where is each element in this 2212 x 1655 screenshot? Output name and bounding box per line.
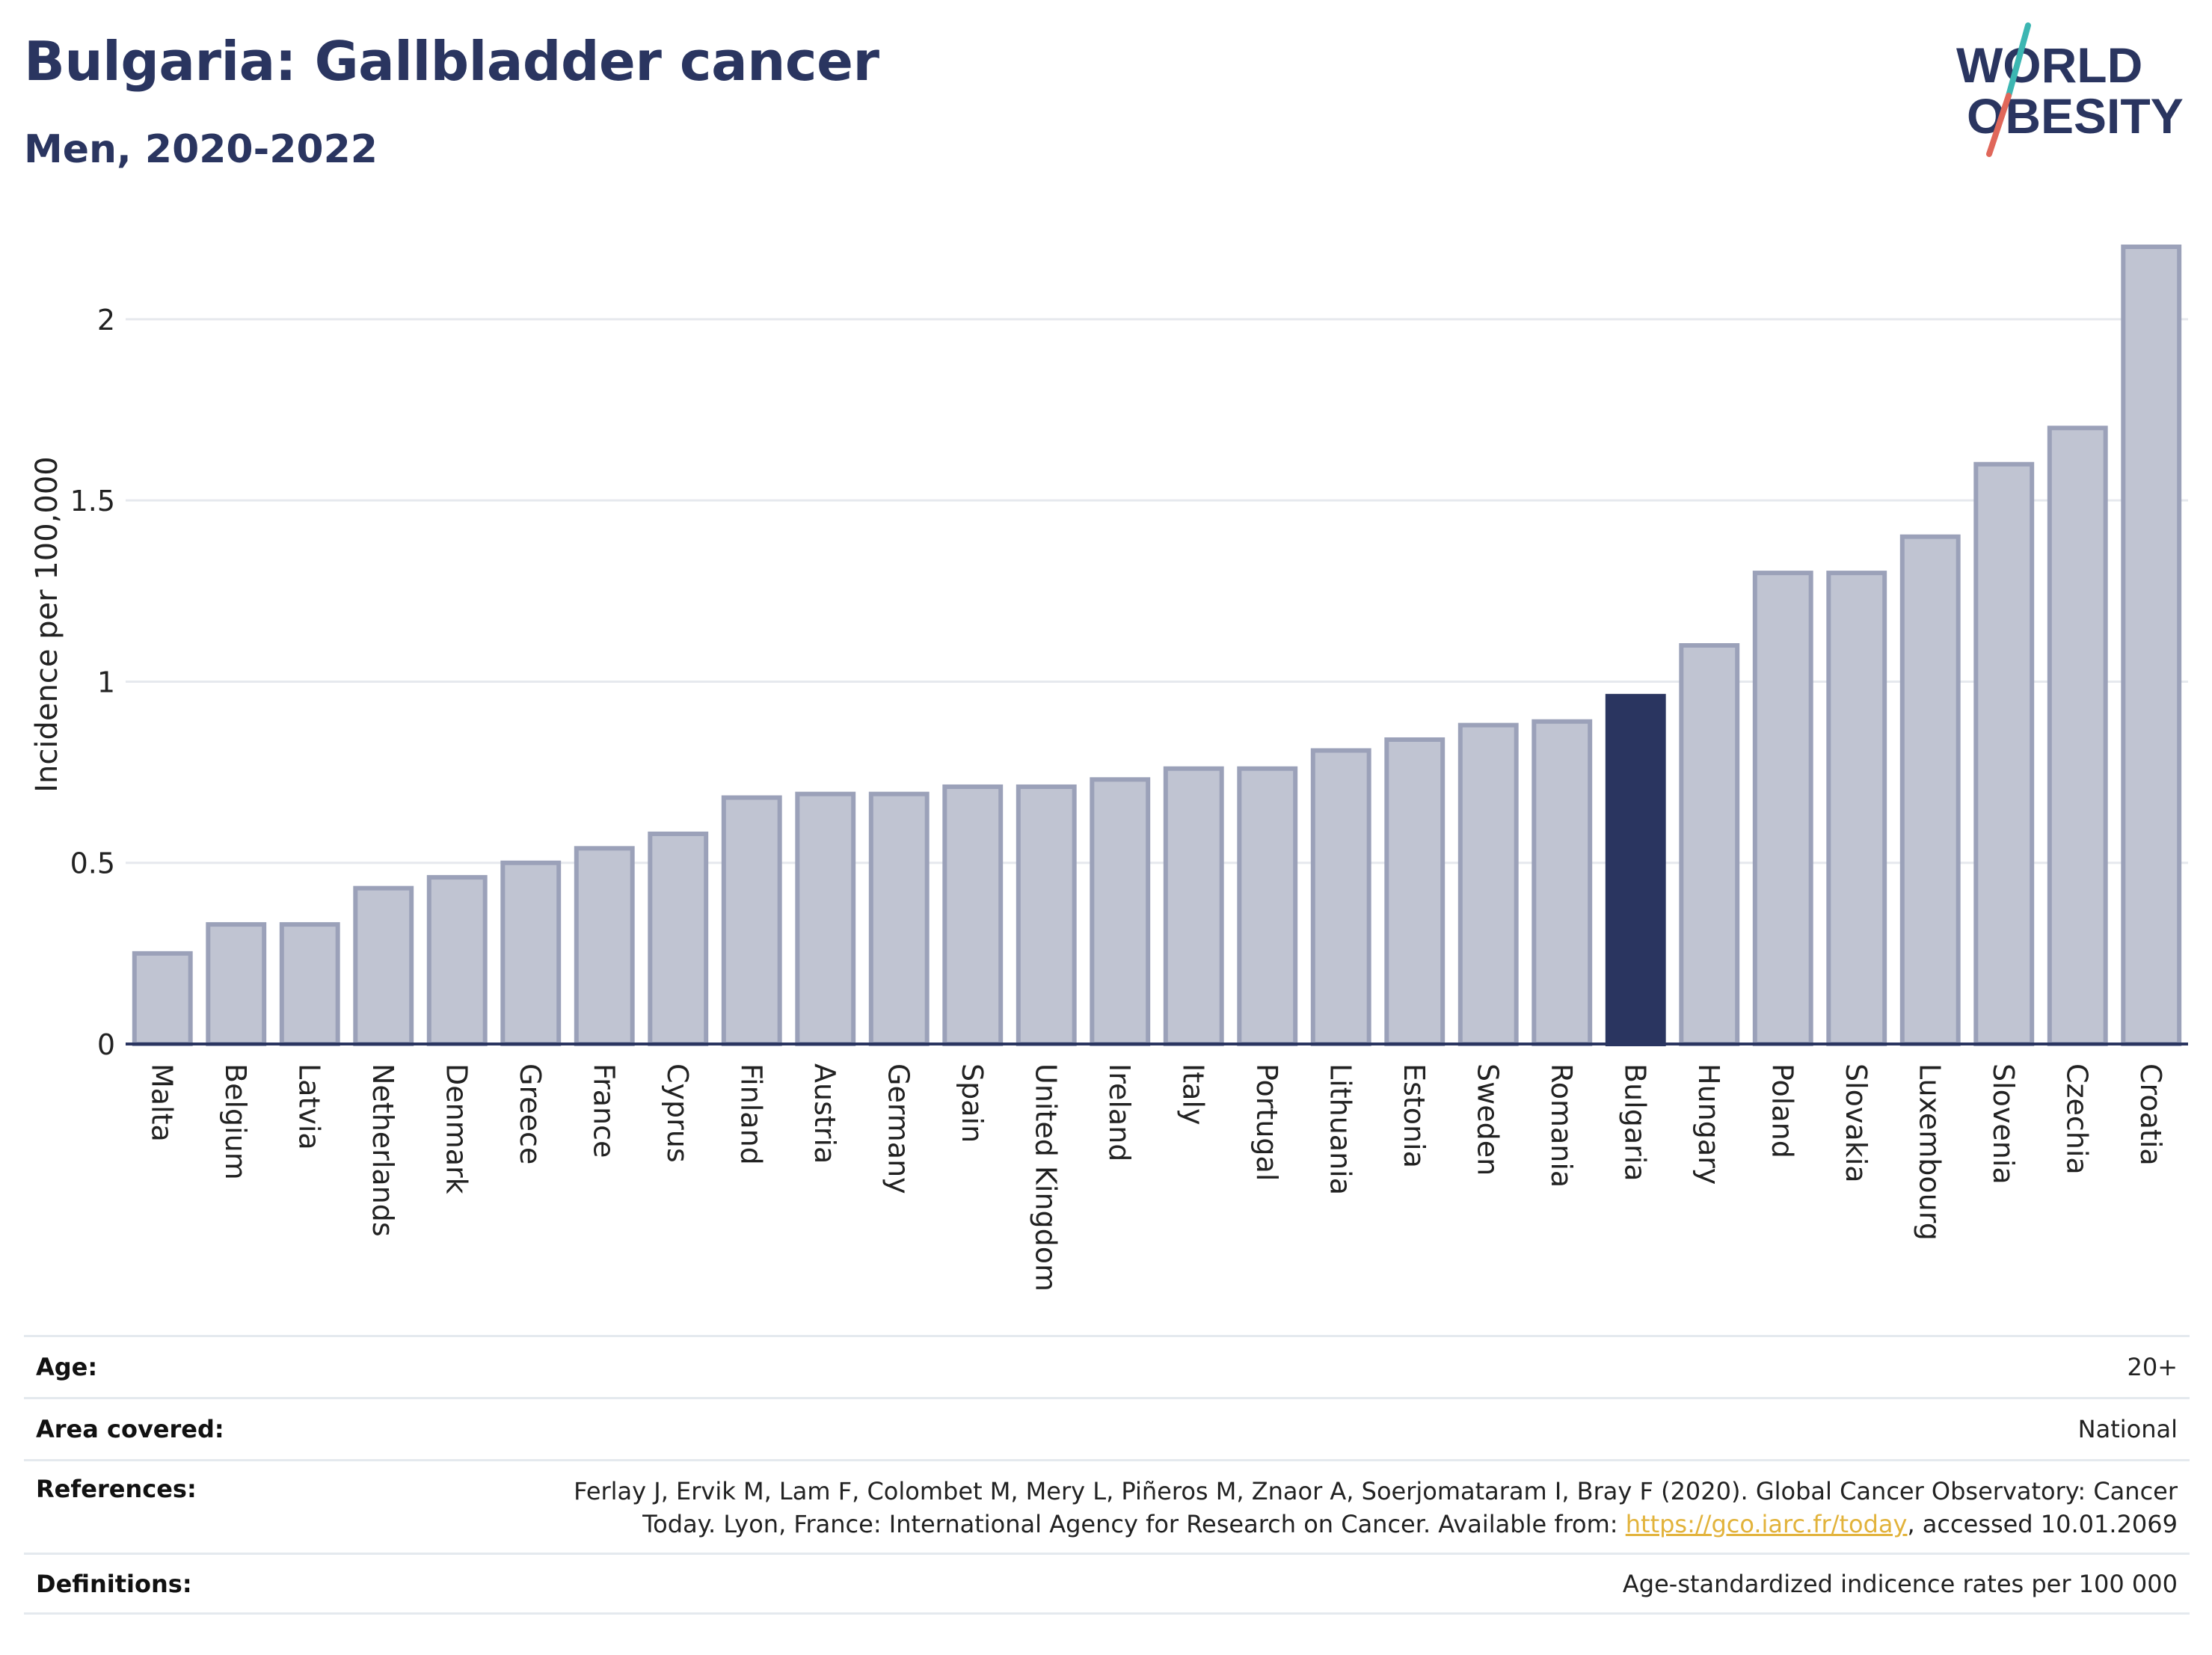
references-value: Ferlay J, Ervik M, Lam F, Colombet M, Me…: [574, 1475, 2178, 1541]
x-tick-label: Czechia: [2060, 1063, 2093, 1175]
bar-cyprus: [648, 831, 709, 1046]
x-tick-label: Hungary: [1692, 1063, 1725, 1185]
bar-france: [574, 846, 635, 1046]
x-tick-label: Italy: [1176, 1063, 1209, 1125]
meta-row-definitions: Definitions: Age-standardized indicence …: [24, 1553, 2190, 1615]
definitions-label: Definitions:: [36, 1569, 192, 1598]
bar-belgium: [206, 922, 267, 1046]
bar-austria: [795, 791, 856, 1047]
x-tick-label: Sweden: [1471, 1063, 1504, 1176]
bar-estonia: [1384, 737, 1446, 1046]
metadata-table: Age: 20+ Area covered: National Referenc…: [24, 1335, 2190, 1615]
bars: [132, 245, 2182, 1047]
x-tick-label: France: [587, 1063, 620, 1158]
bar-slovenia: [1973, 461, 2035, 1046]
age-value: 20+: [2127, 1353, 2178, 1381]
references-link[interactable]: https://gco.iarc.fr/today: [1625, 1510, 1908, 1538]
bar-bulgaria: [1605, 693, 1666, 1046]
bar-greece: [500, 860, 562, 1047]
x-tick-label: Denmark: [440, 1063, 473, 1194]
x-tick-label: Finland: [734, 1063, 767, 1165]
area-covered-label: Area covered:: [36, 1415, 224, 1443]
bar-sweden: [1457, 722, 1519, 1046]
x-tick-label: Portugal: [1250, 1063, 1283, 1181]
x-tick-labels: Malta Belgium Latvia Netherlands Denmark Gree…: [145, 1063, 2167, 1292]
bar-romania: [1531, 719, 1593, 1046]
definitions-value: Age-standardized indicence rates per 100…: [1622, 1569, 2178, 1598]
references-line-2-suffix: , accessed 10.01.2069: [1907, 1510, 2178, 1538]
x-tick-label: United Kingdom: [1029, 1063, 1062, 1292]
meta-row-area: Area covered: National: [24, 1397, 2190, 1459]
x-tick-label: Netherlands: [366, 1063, 399, 1237]
x-tick-label: Lithuania: [1324, 1063, 1357, 1195]
chart-subtitle: Men, 2020-2022: [24, 127, 378, 172]
y-tick-label: 0: [97, 1028, 115, 1061]
bar-malta: [132, 951, 193, 1047]
y-tick-label: 1: [97, 666, 115, 698]
bar-denmark: [426, 875, 488, 1047]
bar-spain: [942, 784, 1004, 1047]
age-label: Age:: [36, 1353, 98, 1381]
bar-united-kingdom: [1016, 784, 1077, 1047]
meta-row-age: Age: 20+: [24, 1335, 2190, 1397]
x-tick-label: Croatia: [2134, 1063, 2167, 1166]
x-tick-label: Latvia: [292, 1063, 325, 1150]
x-tick-label: Belgium: [219, 1063, 252, 1180]
bar-latvia: [279, 922, 340, 1046]
bar-czechia: [2047, 426, 2108, 1046]
y-tick-label: 0.5: [70, 847, 115, 880]
bar-luxembourg: [1899, 534, 1961, 1046]
x-tick-label: Slovenia: [1987, 1063, 2020, 1185]
x-tick-label: Malta: [145, 1063, 178, 1142]
references-label: References:: [36, 1475, 197, 1503]
bar-italy: [1163, 766, 1224, 1047]
x-tick-label: Cyprus: [661, 1063, 694, 1163]
bar-netherlands: [353, 885, 414, 1047]
bar-finland: [721, 795, 782, 1046]
logo-slash-top: [2006, 22, 2031, 99]
meta-row-references: References: Ferlay J, Ervik M, Lam F, Co…: [24, 1459, 2190, 1553]
bar-croatia: [2121, 245, 2182, 1046]
bar-germany: [868, 791, 930, 1047]
bar-slovakia: [1826, 571, 1887, 1046]
bar-poland: [1752, 571, 1813, 1046]
logo-text-world: WORLD: [1956, 37, 2142, 93]
references-line-1: Ferlay J, Ervik M, Lam F, Colombet M, Me…: [574, 1477, 2178, 1505]
x-tick-label: Austria: [808, 1063, 841, 1164]
area-covered-value: National: [2077, 1415, 2178, 1443]
x-tick-label: Spain: [956, 1063, 989, 1143]
references-line-2-text: Today. Lyon, France: International Agenc…: [642, 1510, 1626, 1538]
x-tick-label: Romania: [1545, 1063, 1578, 1188]
y-tick-label: 2: [97, 304, 115, 337]
x-tick-label: Estonia: [1398, 1063, 1431, 1168]
x-tick-label: Greece: [514, 1063, 547, 1164]
references-line-2: Today. Lyon, France: International Agenc…: [574, 1508, 2178, 1541]
chart-title: Bulgaria: Gallbladder cancer: [24, 30, 879, 93]
x-tick-label: Bulgaria: [1618, 1063, 1651, 1182]
bar-portugal: [1237, 766, 1298, 1047]
y-tick-label: 1.5: [70, 485, 115, 518]
y-axis-label: Incidence per 100,000: [30, 456, 64, 793]
bar-ireland: [1090, 777, 1151, 1047]
bar-hungary: [1679, 643, 1740, 1046]
bar-chart: 0 0.5 1 1.5 2 Malta Belgium Latvia Netherlands D…: [30, 245, 2188, 1292]
x-tick-label: Ireland: [1103, 1063, 1136, 1161]
logo-slash-bottom: [1986, 93, 2012, 157]
bar-lithuania: [1310, 748, 1371, 1046]
x-tick-label: Slovakia: [1840, 1063, 1872, 1183]
y-tick-labels: 0 0.5 1 1.5 2: [70, 304, 115, 1061]
x-tick-label: Germany: [882, 1063, 915, 1194]
x-tick-label: Poland: [1766, 1063, 1798, 1158]
world-obesity-logo: WORLD OBESITY: [1956, 22, 2184, 157]
x-tick-label: Luxembourg: [1913, 1063, 1946, 1241]
